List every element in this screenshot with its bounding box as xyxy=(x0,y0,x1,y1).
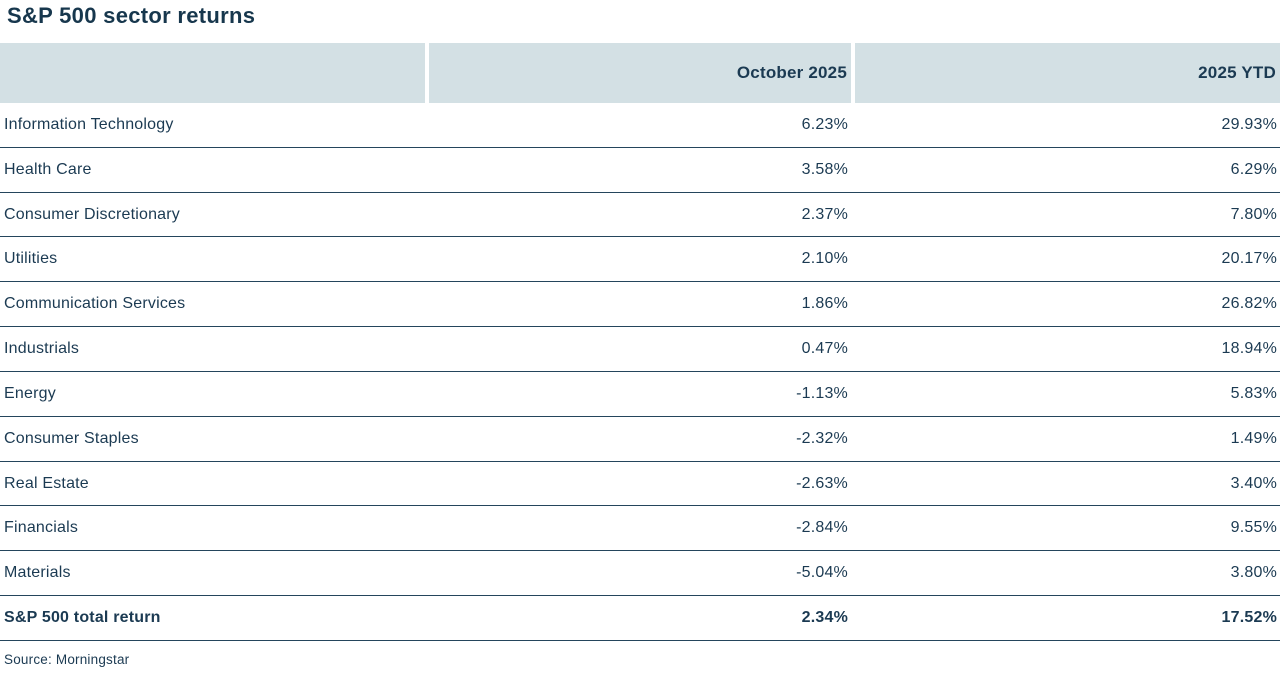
sector-name-cell: S&P 500 total return xyxy=(4,609,161,627)
ytd-value-cell: 18.94% xyxy=(1221,340,1277,358)
header-cell-empty xyxy=(0,43,425,103)
ytd-value-cell: 3.40% xyxy=(1230,474,1277,492)
sector-name-cell: Materials xyxy=(4,564,71,582)
sector-name-cell: Energy xyxy=(4,384,56,402)
october-value-cell: 3.58% xyxy=(801,160,848,178)
table-row: Industrials 0.47% 18.94% xyxy=(0,327,1280,372)
table-row: Communication Services 1.86% 26.82% xyxy=(0,282,1280,328)
ytd-value-cell: 1.49% xyxy=(1230,429,1277,447)
table-row: Consumer Staples -2.32% 1.49% xyxy=(0,417,1280,462)
ytd-value-cell: 7.80% xyxy=(1230,205,1277,223)
october-value-cell: -5.04% xyxy=(796,564,848,582)
sector-name-cell: Information Technology xyxy=(4,115,174,133)
table-body: Information Technology 6.23% 29.93% Heal… xyxy=(0,103,1280,641)
table-header-row: October 2025 2025 YTD xyxy=(0,43,1280,103)
october-value-cell: 0.47% xyxy=(801,340,848,358)
october-value-cell: 2.34% xyxy=(801,609,848,627)
sector-name-cell: Utilities xyxy=(4,250,58,268)
ytd-value-cell: 9.55% xyxy=(1230,519,1277,537)
sector-name-cell: Consumer Discretionary xyxy=(4,205,181,223)
ytd-value-cell: 6.29% xyxy=(1230,160,1277,178)
october-value-cell: -2.63% xyxy=(796,474,848,492)
ytd-value-cell: 3.80% xyxy=(1230,564,1277,582)
header-cell-october: October 2025 xyxy=(429,43,851,103)
ytd-value-cell: 29.93% xyxy=(1221,115,1277,133)
october-value-cell: 2.37% xyxy=(801,205,848,223)
header-column-gap xyxy=(851,43,855,103)
sector-name-cell: Consumer Staples xyxy=(4,429,139,447)
ytd-value-cell: 5.83% xyxy=(1230,384,1277,402)
ytd-value-cell: 26.82% xyxy=(1221,295,1277,313)
sector-name-cell: Health Care xyxy=(4,160,92,178)
table-row: Consumer Discretionary 2.37% 7.80% xyxy=(0,193,1280,238)
source-note: Source: Morningstar xyxy=(4,651,130,667)
sector-name-cell: Industrials xyxy=(4,340,80,358)
sector-name-cell: Communication Services xyxy=(4,295,186,313)
sector-name-cell: Financials xyxy=(4,519,79,537)
sector-name-cell: Real Estate xyxy=(4,474,89,492)
table-row: Information Technology 6.23% 29.93% xyxy=(0,103,1280,148)
october-value-cell: 6.23% xyxy=(801,115,848,133)
table-row: Utilities 2.10% 20.17% xyxy=(0,237,1280,283)
header-column-gap xyxy=(425,43,429,103)
october-value-cell: -1.13% xyxy=(796,384,848,402)
table-row: Materials -5.04% 3.80% xyxy=(0,551,1280,597)
table-row: Health Care 3.58% 6.29% xyxy=(0,148,1280,193)
october-value-cell: -2.84% xyxy=(796,519,848,537)
page-title: S&P 500 sector returns xyxy=(7,3,256,28)
table-row: Financials -2.84% 9.55% xyxy=(0,506,1280,552)
table-row-total: S&P 500 total return 2.34% 17.52% xyxy=(0,596,1280,641)
ytd-value-cell: 20.17% xyxy=(1221,250,1277,268)
table-row: Energy -1.13% 5.83% xyxy=(0,372,1280,417)
october-value-cell: 2.10% xyxy=(801,250,848,268)
october-value-cell: 1.86% xyxy=(801,295,848,313)
ytd-value-cell: 17.52% xyxy=(1221,609,1277,627)
table-row: Real Estate -2.63% 3.40% xyxy=(0,462,1280,507)
header-cell-ytd: 2025 YTD xyxy=(855,43,1280,103)
october-value-cell: -2.32% xyxy=(796,429,848,447)
